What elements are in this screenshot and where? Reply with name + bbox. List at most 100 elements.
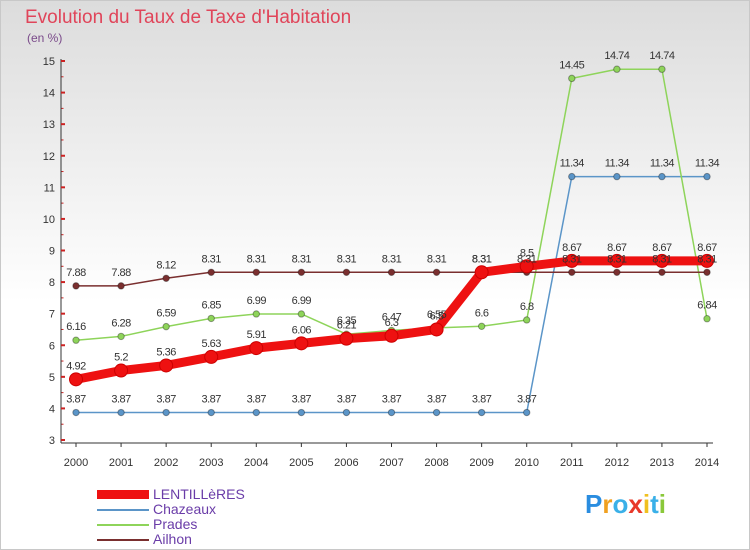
data-point xyxy=(207,268,215,276)
series-line-prades xyxy=(75,68,708,341)
legend-item: Chazeaux xyxy=(97,502,245,517)
chart-title: Evolution du Taux de Taxe d'Habitation xyxy=(25,7,352,28)
x-tick-label: 2000 xyxy=(64,457,88,469)
y-minor-tick xyxy=(61,250,64,251)
data-point xyxy=(703,172,711,181)
data-point xyxy=(252,268,260,276)
data-point xyxy=(703,268,711,276)
x-tick-label: 2001 xyxy=(109,457,133,469)
y-minor-tick xyxy=(61,392,64,394)
y-minor-tick xyxy=(61,155,64,157)
data-label: 14.74 xyxy=(604,50,629,62)
legend-swatch xyxy=(97,523,149,526)
data-label: 8.31 xyxy=(472,253,492,265)
data-label: 3.87 xyxy=(202,394,222,406)
y-tick-label: 3 xyxy=(49,435,55,447)
legend-swatch xyxy=(97,490,149,499)
y-minor-tick xyxy=(61,92,64,94)
y-minor-tick xyxy=(61,297,64,299)
data-label: 8.67 xyxy=(607,242,627,254)
data-point xyxy=(252,408,260,417)
data-point xyxy=(609,253,624,268)
y-minor-tick xyxy=(61,376,64,378)
data-label: 6.21 xyxy=(337,320,357,332)
y-minor-tick xyxy=(61,407,64,409)
legend-swatch xyxy=(97,508,149,511)
data-point xyxy=(297,408,306,417)
x-tick-label: 2009 xyxy=(469,457,493,469)
data-label: 3.87 xyxy=(472,394,492,406)
y-minor-tick xyxy=(61,360,64,362)
data-point xyxy=(249,341,264,356)
data-point xyxy=(523,408,531,417)
x-tick-label: 2003 xyxy=(199,457,223,469)
legend-label: Prades xyxy=(153,516,198,532)
data-label: 14.74 xyxy=(649,50,674,62)
data-point xyxy=(204,349,219,364)
legend: LENTILLèRES Chazeaux Prades Ailhon xyxy=(97,487,245,547)
y-minor-tick xyxy=(61,76,64,78)
y-minor-tick xyxy=(61,60,64,62)
data-label: 11.34 xyxy=(560,158,585,170)
x-tick-label: 2007 xyxy=(379,457,403,469)
data-label: 8.31 xyxy=(247,253,267,265)
data-point xyxy=(432,268,441,276)
data-point xyxy=(700,253,714,268)
data-point xyxy=(384,328,399,343)
data-point xyxy=(568,74,576,83)
data-label: 7.88 xyxy=(111,267,131,279)
data-label: 8.5 xyxy=(520,247,534,259)
y-minor-tick xyxy=(61,139,64,141)
data-point xyxy=(297,310,306,318)
data-label: 11.34 xyxy=(650,158,675,170)
data-label: 8.31 xyxy=(382,253,402,265)
data-point xyxy=(117,332,125,341)
data-label: 11.34 xyxy=(695,158,720,170)
data-label: 8.31 xyxy=(697,253,717,265)
data-label: 8.67 xyxy=(652,242,672,254)
data-point xyxy=(207,314,215,323)
x-tick-label: 2004 xyxy=(244,457,268,469)
legend-label: Chazeaux xyxy=(153,501,217,517)
data-point xyxy=(613,65,621,73)
data-label: 8.67 xyxy=(697,242,717,254)
x-tick-label: 2005 xyxy=(289,457,313,469)
data-label: 5.2 xyxy=(114,352,128,364)
data-label: 4.92 xyxy=(66,360,86,372)
data-point xyxy=(613,172,621,181)
data-point xyxy=(342,268,351,276)
y-minor-tick xyxy=(61,344,64,346)
data-point xyxy=(519,259,534,274)
data-point xyxy=(72,408,80,417)
data-point xyxy=(432,408,441,417)
data-label: 3.87 xyxy=(337,394,357,406)
y-tick-label: 7 xyxy=(49,309,55,321)
data-label: 7.88 xyxy=(66,267,86,279)
data-point xyxy=(564,253,579,268)
data-label: 6.99 xyxy=(292,295,312,307)
data-label: 5.63 xyxy=(202,338,222,350)
x-tick-label: 2006 xyxy=(334,457,358,469)
data-label: 3.87 xyxy=(156,394,176,406)
data-point xyxy=(477,408,486,417)
data-label: 8.31 xyxy=(202,253,222,265)
data-point xyxy=(162,274,170,282)
data-label: 3.87 xyxy=(111,394,131,406)
data-label: 5.36 xyxy=(156,346,176,358)
y-minor-tick xyxy=(61,423,64,425)
data-label: 6.3 xyxy=(385,317,399,329)
data-label: 6.85 xyxy=(202,299,222,311)
data-point xyxy=(387,408,396,417)
data-point xyxy=(297,268,306,276)
x-tick-label: 2010 xyxy=(514,457,538,469)
data-label: 8.31 xyxy=(562,253,582,265)
data-label: 3.87 xyxy=(517,394,537,406)
y-minor-tick xyxy=(61,202,64,204)
y-minor-tick xyxy=(61,313,64,315)
data-label: 6.8 xyxy=(520,301,534,313)
data-point xyxy=(69,372,83,387)
y-minor-tick xyxy=(61,123,64,125)
data-point xyxy=(523,316,531,324)
x-tick-label: 2013 xyxy=(650,457,674,469)
y-tick-label: 13 xyxy=(43,119,55,131)
